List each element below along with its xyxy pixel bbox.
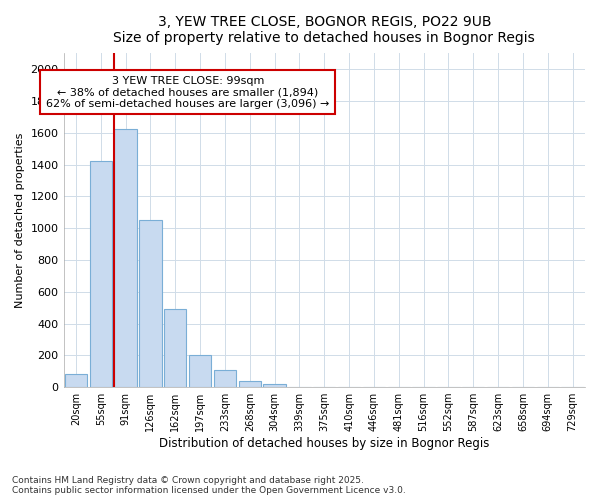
Text: Contains HM Land Registry data © Crown copyright and database right 2025.
Contai: Contains HM Land Registry data © Crown c… <box>12 476 406 495</box>
Bar <box>115 129 137 387</box>
Bar <box>263 384 286 387</box>
Bar <box>65 374 87 387</box>
X-axis label: Distribution of detached houses by size in Bognor Regis: Distribution of detached houses by size … <box>159 437 490 450</box>
Text: 3 YEW TREE CLOSE: 99sqm
← 38% of detached houses are smaller (1,894)
62% of semi: 3 YEW TREE CLOSE: 99sqm ← 38% of detache… <box>46 76 329 109</box>
Bar <box>139 220 161 387</box>
Bar <box>89 162 112 387</box>
Bar <box>214 370 236 387</box>
Bar <box>164 309 187 387</box>
Y-axis label: Number of detached properties: Number of detached properties <box>15 132 25 308</box>
Bar <box>189 354 211 387</box>
Title: 3, YEW TREE CLOSE, BOGNOR REGIS, PO22 9UB
Size of property relative to detached : 3, YEW TREE CLOSE, BOGNOR REGIS, PO22 9U… <box>113 15 535 45</box>
Bar <box>239 380 261 387</box>
